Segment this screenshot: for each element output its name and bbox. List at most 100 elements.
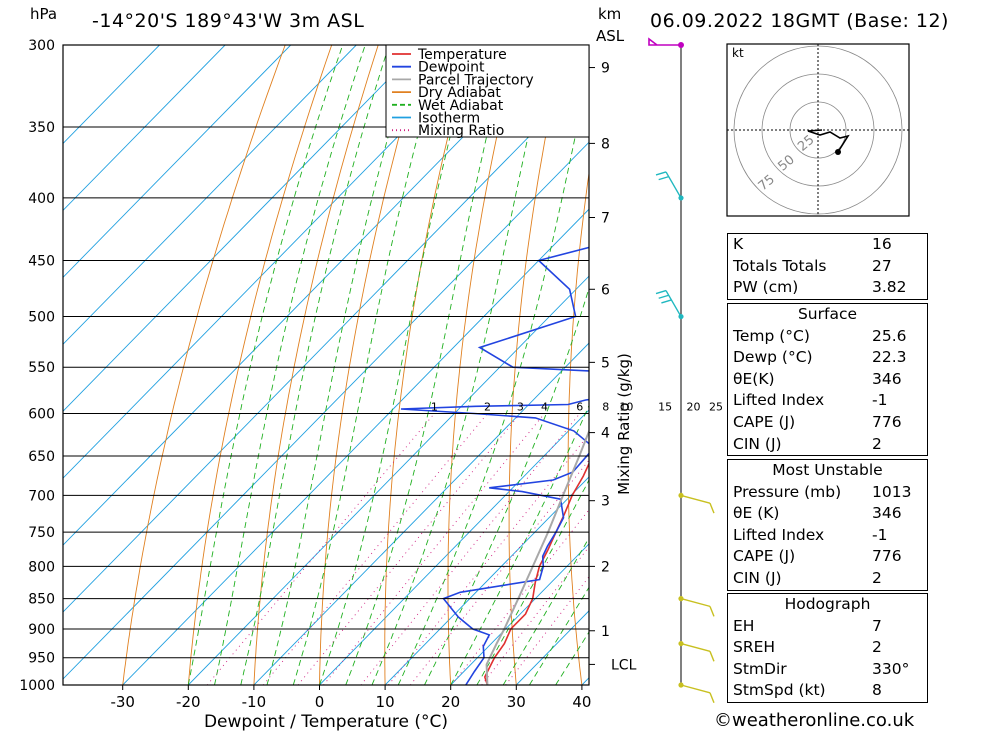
x-tick-label: 30: [507, 693, 526, 711]
most-unstable-box: Most Unstable Pressure (mb) 1013 θE (K) 346 L…: [727, 459, 928, 591]
km-tick-label: 5: [601, 355, 610, 371]
isotherm-line: [187, 275, 589, 685]
dry-adiabat-line: [187, 45, 333, 685]
section-title: Surface: [797, 305, 858, 323]
mixing-ratio-label: 15: [658, 401, 672, 414]
x-tick-label: 0: [315, 693, 325, 711]
index-row: Totals Totals 27: [728, 256, 927, 278]
wind-barb-feather: [655, 171, 667, 176]
wet-adiabat-line: [319, 45, 475, 685]
x-tick-label: -10: [242, 693, 267, 711]
index-value: 776: [872, 547, 902, 566]
wind-barb: [680, 684, 711, 694]
wind-barb-feather: [658, 294, 669, 299]
index-label: Lifted Index: [733, 525, 825, 544]
mixing-ratio-line: [360, 413, 581, 685]
mixing-ratio-label: 2: [484, 401, 491, 414]
footer-credit: ©weatheronline.co.uk: [714, 710, 915, 731]
index-value: 776: [872, 412, 902, 431]
legend-label: Temperature: [417, 47, 507, 63]
isotherm-line: [319, 409, 589, 685]
wind-barb: [648, 37, 681, 46]
legend-label: Dry Adiabat: [418, 85, 501, 101]
wet-adiabat-line: [240, 45, 390, 685]
wind-barb: [680, 494, 711, 504]
index-row: CAPE (J) 776: [728, 412, 927, 434]
mixing-ratio-label: 6: [576, 401, 583, 414]
dry-adiabat-line: [681, 45, 713, 685]
hodograph-unit: kt: [732, 46, 744, 60]
index-row: Lifted Index -1: [728, 525, 927, 547]
index-row: Pressure (mb) 1013: [728, 482, 927, 504]
index-label: EH: [733, 616, 755, 635]
section-title: Most Unstable: [772, 461, 883, 479]
dry-adiabat-line: [253, 45, 379, 685]
pressure-tick-label: 950: [28, 651, 55, 667]
wind-barb-feather: [658, 175, 669, 181]
isotherm-line: [63, 74, 589, 613]
index-label: PW (cm): [733, 278, 799, 297]
index-value: 2: [872, 568, 882, 587]
dry-adiabat-line: [508, 45, 565, 685]
pressure-tick-label: 550: [28, 360, 55, 376]
temperature-line: [483, 461, 589, 685]
pressure-tick-label: 650: [28, 449, 55, 465]
pressure-tick-label: 350: [28, 120, 55, 136]
asl-unit-label: ASL: [596, 27, 625, 45]
wet-adiabat-line: [292, 45, 444, 685]
index-row: EH 7: [728, 616, 927, 638]
wind-barb-feather: [709, 692, 715, 704]
index-value: 1013: [872, 482, 912, 501]
axes-layer: 1 2 3 4 6 8 10 15 20 2530035040045050055060065070…: [19, 38, 723, 732]
isotherm-line: [450, 543, 589, 685]
isotherm-line: [384, 476, 589, 685]
index-label: Pressure (mb): [733, 482, 842, 501]
storm-motion-point: [835, 149, 841, 155]
mixing-ratio-label: 1: [431, 401, 438, 414]
index-value: 22.3: [872, 348, 907, 367]
dry-adiabat-line: [983, 45, 1000, 685]
km-tick-label: 9: [601, 61, 610, 77]
pressure-tick-label: 300: [28, 38, 55, 54]
wet-adiabat-line: [214, 45, 366, 685]
isotherm-line: [63, 45, 160, 145]
index-row: θE(K) 346: [728, 369, 927, 391]
hodograph-trace: [807, 129, 850, 153]
mixing-ratio-label: 20: [687, 401, 701, 414]
pressure-tick-label: 600: [28, 406, 55, 422]
legend-label: Parcel Trajectory: [418, 72, 534, 88]
legend-label: Mixing Ratio: [418, 123, 504, 139]
index-label: Totals Totals: [733, 256, 827, 275]
mixing-ratio-label: 8: [602, 401, 609, 414]
index-value: 16: [872, 235, 892, 253]
pressure-tick-label: 400: [28, 191, 55, 207]
datetime-title: 06.09.2022 18GMT (Base: 12): [650, 10, 949, 32]
index-label: StmSpd (kt): [733, 681, 826, 700]
mixing-ratio-line: [262, 413, 488, 685]
pressure-tick-label: 450: [28, 254, 55, 270]
mixing-ratio-line: [388, 433, 589, 685]
index-value: 8: [872, 681, 882, 700]
pressure-tick-label: 1000: [19, 678, 55, 694]
mixing-ratio-axis-label: Mixing Ratio (g/kg): [615, 353, 633, 495]
legend-label: Wet Adiabat: [418, 98, 504, 114]
isotherm-line: [122, 208, 589, 685]
km-tick-label: 8: [601, 136, 610, 152]
index-value: 2: [872, 638, 882, 657]
index-label: StmDir: [733, 659, 787, 678]
wet-adiabat-line: [266, 45, 416, 685]
pressure-tick-label: 500: [28, 310, 55, 326]
isotherm-line: [63, 45, 423, 412]
dewpoint-line: [400, 246, 589, 685]
index-value: 3.82: [872, 278, 907, 297]
dry-adiabat-line: [936, 45, 1000, 685]
mixing-ratio-label: 3: [517, 401, 524, 414]
wind-barb: [665, 171, 682, 199]
wet-adiabat-line: [476, 479, 589, 685]
km-tick-label: 1: [601, 624, 610, 640]
wind-barb: [680, 597, 711, 608]
wind-barb-feather: [709, 606, 715, 617]
